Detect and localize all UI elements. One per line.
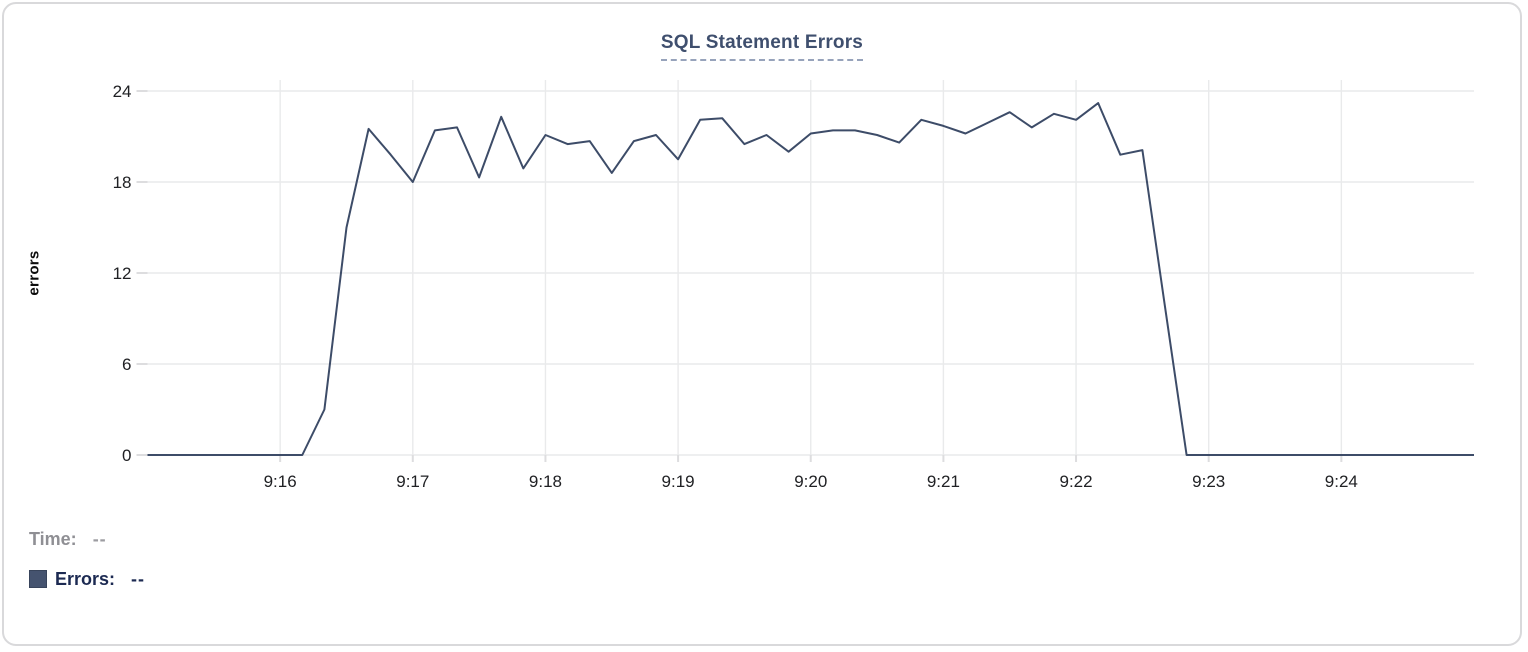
x-tick-label: 9:24 bbox=[1325, 472, 1358, 491]
x-tick-label: 9:23 bbox=[1192, 472, 1225, 491]
legend-row-errors: Errors: -- bbox=[29, 567, 145, 591]
time-value: -- bbox=[92, 528, 107, 549]
x-tick-label: 9:16 bbox=[264, 472, 297, 491]
time-label: Time: bbox=[29, 528, 77, 549]
chart-title[interactable]: SQL Statement Errors bbox=[660, 32, 864, 61]
y-tick-label: 24 bbox=[113, 82, 132, 101]
y-tick-label: 18 bbox=[113, 173, 132, 192]
chart-title-row: SQL Statement Errors bbox=[4, 32, 1520, 61]
errors-label: Errors: bbox=[55, 568, 116, 589]
x-tick-label: 9:22 bbox=[1060, 472, 1093, 491]
x-tick-label: 9:17 bbox=[396, 472, 429, 491]
x-tick-label: 9:18 bbox=[529, 472, 562, 491]
x-tick-label: 9:20 bbox=[794, 472, 827, 491]
errors-series-swatch bbox=[29, 570, 47, 588]
legend-row-time: Time: -- bbox=[29, 527, 145, 551]
errors-value: -- bbox=[131, 568, 146, 589]
y-tick-label: 6 bbox=[122, 355, 131, 374]
x-tick-label: 9:19 bbox=[662, 472, 695, 491]
line-chart-plot: 0 6 12 18 24 9:16 9:17 9:18 9:19 9:20 9:21 9:22 9:23… bbox=[4, 4, 1520, 509]
y-tick-label: 12 bbox=[113, 264, 132, 283]
x-tick-label: 9:21 bbox=[927, 472, 960, 491]
y-tick-label: 0 bbox=[122, 446, 131, 465]
hover-legend: Time: -- Errors: -- bbox=[29, 527, 145, 591]
errors-series-line bbox=[147, 102, 1474, 456]
errors-line-chart-svg: 0 6 12 18 24 9:16 9:17 9:18 9:19 9:20 9:21 9:22 9:23… bbox=[113, 80, 1474, 491]
